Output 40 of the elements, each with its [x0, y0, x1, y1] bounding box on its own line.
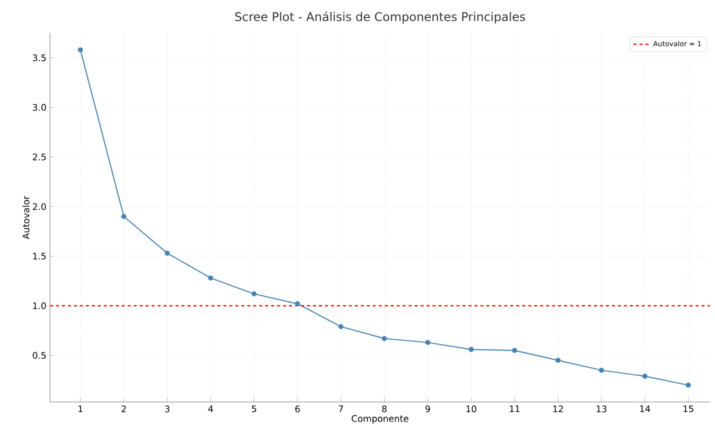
x-tick-label: 2 — [122, 406, 126, 412]
chart-title: Scree Plot - Análisis de Componentes Principales — [235, 11, 526, 24]
x-tick-label: 9 — [425, 406, 430, 412]
x-tick-label: 10 — [466, 406, 476, 412]
x-tick-label: 14 — [640, 406, 650, 412]
x-tick-label: 8 — [382, 406, 387, 412]
point — [164, 250, 170, 256]
x-tick-label: 7 — [338, 406, 344, 412]
y-tick-label: 1.0 — [33, 302, 46, 310]
point — [78, 47, 83, 52]
point — [468, 346, 474, 352]
x-tick-label: 12 — [553, 406, 563, 412]
point — [642, 374, 648, 379]
x-tick-label: 11 — [510, 406, 520, 412]
x-tick-label: 6 — [295, 406, 300, 412]
point — [555, 358, 561, 363]
point — [512, 348, 518, 353]
x-tick-label: 3 — [165, 406, 170, 412]
y-tick-label: 2.5 — [32, 154, 46, 160]
x-tick-label: 5 — [252, 406, 256, 412]
x-axis-title: Componente — [352, 415, 408, 424]
y-tick-label: 3.5 — [32, 54, 46, 62]
point — [598, 368, 604, 373]
y-tick-label: 3.0 — [32, 104, 46, 111]
point — [294, 301, 300, 306]
point — [382, 336, 387, 342]
y-tick-label: 0.5 — [32, 352, 46, 359]
point — [208, 275, 214, 281]
point — [425, 340, 430, 346]
point — [121, 214, 126, 220]
y-tick-label: 2.0 — [32, 203, 46, 210]
point — [338, 324, 344, 330]
x-tick-label: 1 — [78, 406, 82, 412]
point — [686, 382, 691, 388]
x-tick-label: 15 — [684, 406, 694, 412]
y-tick-label: 1.5 — [33, 252, 46, 260]
point — [252, 291, 257, 296]
y-axis-title: Autovalor — [22, 196, 30, 240]
x-tick-label: 4 — [208, 406, 214, 412]
x-tick-label: 13 — [596, 406, 606, 412]
